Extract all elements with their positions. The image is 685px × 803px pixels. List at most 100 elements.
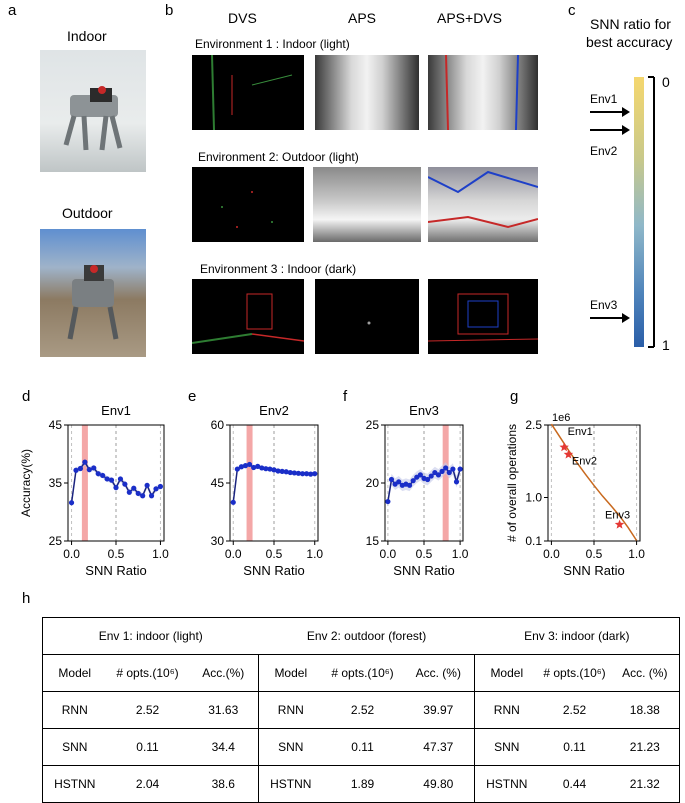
y-tick-label: 30 (211, 534, 225, 548)
data-point (68, 500, 75, 506)
data-point (153, 486, 159, 492)
data-point (428, 473, 434, 479)
cell-ops: 1.89 (322, 765, 403, 803)
data-point (417, 472, 423, 478)
env1-dvs-image (192, 55, 304, 130)
data-point (77, 465, 84, 472)
col-model: Model (474, 654, 539, 692)
data-point (95, 471, 101, 477)
panel-label-d: d (22, 388, 31, 405)
y-tick-label: 2.5 (525, 418, 542, 432)
data-point (238, 464, 245, 470)
env3-marker-label: Env3 (590, 298, 618, 312)
group-env3: Env 3: indoor (dark) (524, 629, 630, 643)
table-column-header-row: Model # opts.(10⁶) Acc.(%) Model # opts.… (42, 654, 680, 692)
col-header-aps-dvs: APS+DVS (437, 10, 502, 26)
col-header-dvs: DVS (228, 10, 257, 26)
env3-title: Environment 3 : Indoor (dark) (200, 262, 357, 276)
colorbar-top-label: 0 (662, 74, 670, 90)
outdoor-robot-photo (40, 229, 146, 357)
table-row: HSTNN 2.04 38.6 HSTNN 1.89 49.80 HSTNN 0… (42, 765, 680, 803)
point-label: Env1 (568, 426, 593, 438)
cell-acc: 49.80 (402, 765, 475, 803)
data-point (457, 466, 463, 472)
data-point (283, 469, 289, 475)
col-acc: Acc.(%) (188, 654, 259, 692)
data-point (312, 471, 318, 477)
data-point (108, 477, 115, 483)
x-tick-label: 0.5 (108, 547, 125, 561)
x-tick-label: 1.0 (152, 547, 169, 561)
cell-acc: 31.63 (188, 691, 259, 729)
cell-ops: 0.11 (322, 728, 403, 766)
cell-model: SNN (42, 728, 107, 766)
data-point (396, 479, 402, 485)
data-point (259, 465, 265, 471)
col-ops: # opts.(10⁶) (106, 654, 189, 692)
data-point (140, 493, 146, 499)
data-point (295, 470, 302, 476)
chart-title: Env1 (101, 403, 131, 418)
data-point (303, 471, 310, 477)
data-point (86, 467, 92, 473)
y-tick-label: 25 (49, 534, 63, 548)
env3-dvs-image (192, 279, 304, 354)
y-tick-label: 20 (366, 476, 380, 490)
star-marker (563, 449, 574, 459)
x-axis-label: SNN Ratio (393, 563, 454, 578)
x-tick-label: 0.0 (380, 547, 397, 561)
x-tick-label: 1.0 (628, 547, 645, 561)
cell-model: SNN (258, 728, 323, 766)
data-point (439, 468, 445, 474)
optimal-ratio-band (81, 425, 88, 541)
x-tick-label: 0.5 (586, 547, 603, 561)
y-tick-label: 45 (211, 476, 225, 490)
data-point (91, 465, 97, 471)
data-point (385, 498, 391, 505)
indoor-label: Indoor (67, 28, 107, 44)
panel-label-e: e (188, 388, 197, 405)
cell-acc: 34.4 (188, 728, 259, 766)
col-acc: Acc. (%) (402, 654, 475, 692)
data-point (113, 485, 119, 491)
y-tick-label: 15 (366, 534, 380, 548)
y-tick-label: 25 (366, 418, 380, 432)
cell-ops: 0.11 (538, 728, 611, 766)
colorbar-bottom-label: 1 (662, 337, 670, 353)
panel-label-b: b (165, 2, 174, 19)
cell-ops: 0.11 (106, 728, 189, 766)
x-axis-label: SNN Ratio (85, 563, 146, 578)
data-point (271, 467, 277, 473)
y-tick-label: 45 (49, 418, 63, 432)
env3-arrow-icon (590, 313, 630, 323)
data-point (117, 476, 124, 482)
env2-aps-dvs-image (428, 167, 538, 242)
star-marker (559, 442, 569, 452)
panel-label-h: h (22, 590, 31, 607)
env1-aps-dvs-image (428, 55, 538, 130)
x-tick-label: 0.0 (543, 547, 560, 561)
cell-acc: 47.37 (402, 728, 475, 766)
snn-ratio-colorbar (634, 77, 644, 347)
col-header-aps: APS (348, 10, 377, 26)
table-row: RNN 2.52 31.63 RNN 2.52 39.97 RNN 2.52 1… (42, 691, 680, 729)
y-tick-label: 1.0 (525, 491, 542, 505)
data-point (453, 479, 460, 485)
data-point (242, 463, 249, 469)
cell-model: HSTNN (42, 765, 107, 803)
x-axis-label: SNN Ratio (243, 563, 304, 578)
star-marker (614, 519, 625, 529)
x-axis-label: SNN Ratio (563, 563, 624, 578)
colorbar-title-line1: SNN ratio for (590, 16, 671, 32)
data-point (435, 472, 442, 478)
data-point (406, 482, 413, 488)
point-label: Env2 (572, 455, 597, 467)
data-point (157, 483, 164, 490)
cell-model: HSTNN (474, 765, 539, 803)
env1-arrow-icon (590, 107, 630, 117)
data-point (425, 476, 431, 483)
table-group-header-row: Env 1: indoor (light) Env 2: outdoor (fo… (43, 618, 680, 655)
data-point (279, 468, 285, 474)
y-tick-label: 60 (211, 418, 225, 432)
data-point (230, 499, 236, 505)
